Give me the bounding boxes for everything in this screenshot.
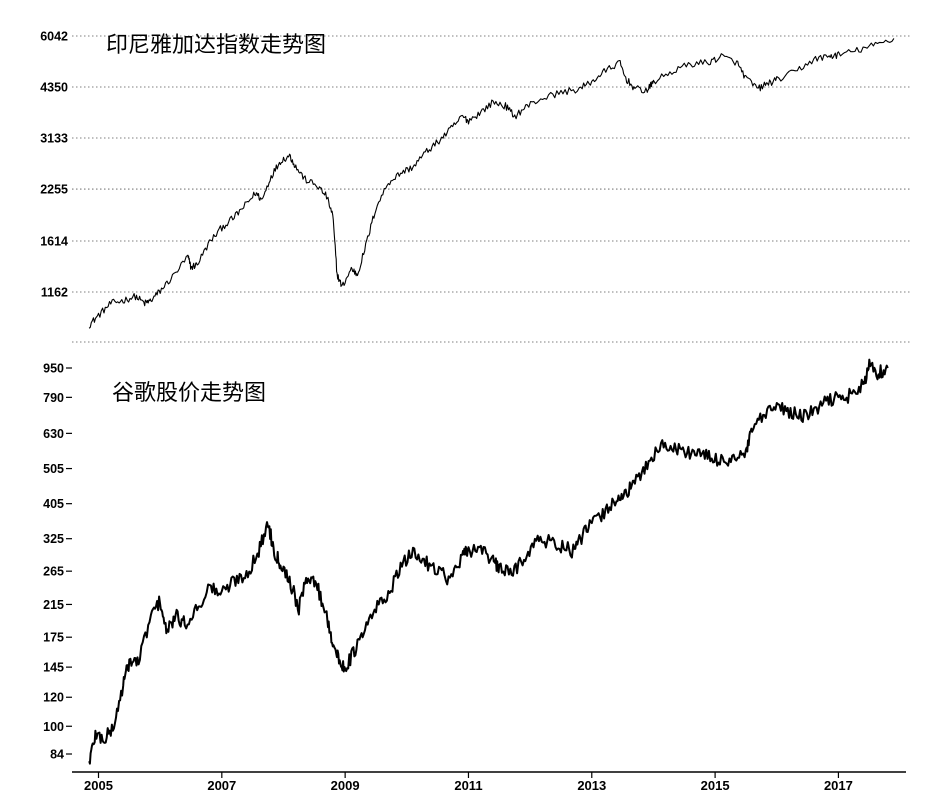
google-y-tick-label: 84: [50, 748, 64, 762]
jakarta-y-tick-label: 1614: [40, 234, 68, 248]
jakarta-y-tick-label: 3133: [40, 131, 68, 145]
google-y-tick-label: 120: [43, 691, 64, 705]
google-y-tick-label: 630: [43, 427, 64, 441]
google-chart-title: 谷歌股价走势图: [112, 381, 266, 406]
x-tick-label: 2007: [207, 778, 236, 793]
jakarta-gridlines: [72, 35, 912, 343]
google-y-tick-label: 215: [43, 598, 64, 612]
x-axis-tick-labels: 2005 2007 2009 2011 2013 2015 2017: [84, 772, 853, 793]
google-y-tick-label: 325: [43, 532, 64, 546]
jakarta-chart-title: 印尼雅加达指数走势图: [106, 33, 326, 58]
x-tick-label: 2015: [701, 778, 730, 793]
google-y-tick-label: 265: [43, 565, 64, 579]
x-tick-label: 2013: [577, 778, 606, 793]
google-y-tick-label: 505: [43, 462, 64, 476]
google-y-tick-labels: 84 100 120 145 175 215 265 325 405 505 630 790 950: [43, 362, 72, 762]
jakarta-y-tick-label: 6042: [40, 30, 68, 44]
google-y-tick-label: 100: [43, 720, 64, 734]
google-stock-panel: 84 100 120 145 175 215 265 325 405 505 630 790 950 谷…: [43, 358, 889, 765]
x-tick-label: 2009: [331, 778, 360, 793]
google-y-tick-label: 950: [43, 362, 64, 376]
x-tick-label: 2005: [84, 778, 113, 793]
google-stock-line: [88, 358, 889, 765]
x-tick-label: 2017: [824, 778, 853, 793]
google-y-tick-label: 145: [43, 661, 64, 675]
google-y-tick-label: 790: [43, 391, 64, 405]
x-tick-label: 2011: [454, 778, 482, 793]
jakarta-y-tick-labels: 1162 1614 2255 3133 4350 6042: [40, 30, 68, 300]
jakarta-index-panel: 1162 1614 2255 3133 4350 6042 印尼雅加达指数走势图: [40, 30, 912, 343]
jakarta-y-tick-label: 2255: [40, 183, 68, 197]
jakarta-index-line: [88, 38, 895, 329]
google-y-tick-label: 175: [43, 631, 64, 645]
jakarta-y-tick-label: 1162: [41, 286, 68, 300]
jakarta-y-tick-label: 4350: [40, 81, 68, 95]
google-y-tick-label: 405: [43, 497, 64, 511]
